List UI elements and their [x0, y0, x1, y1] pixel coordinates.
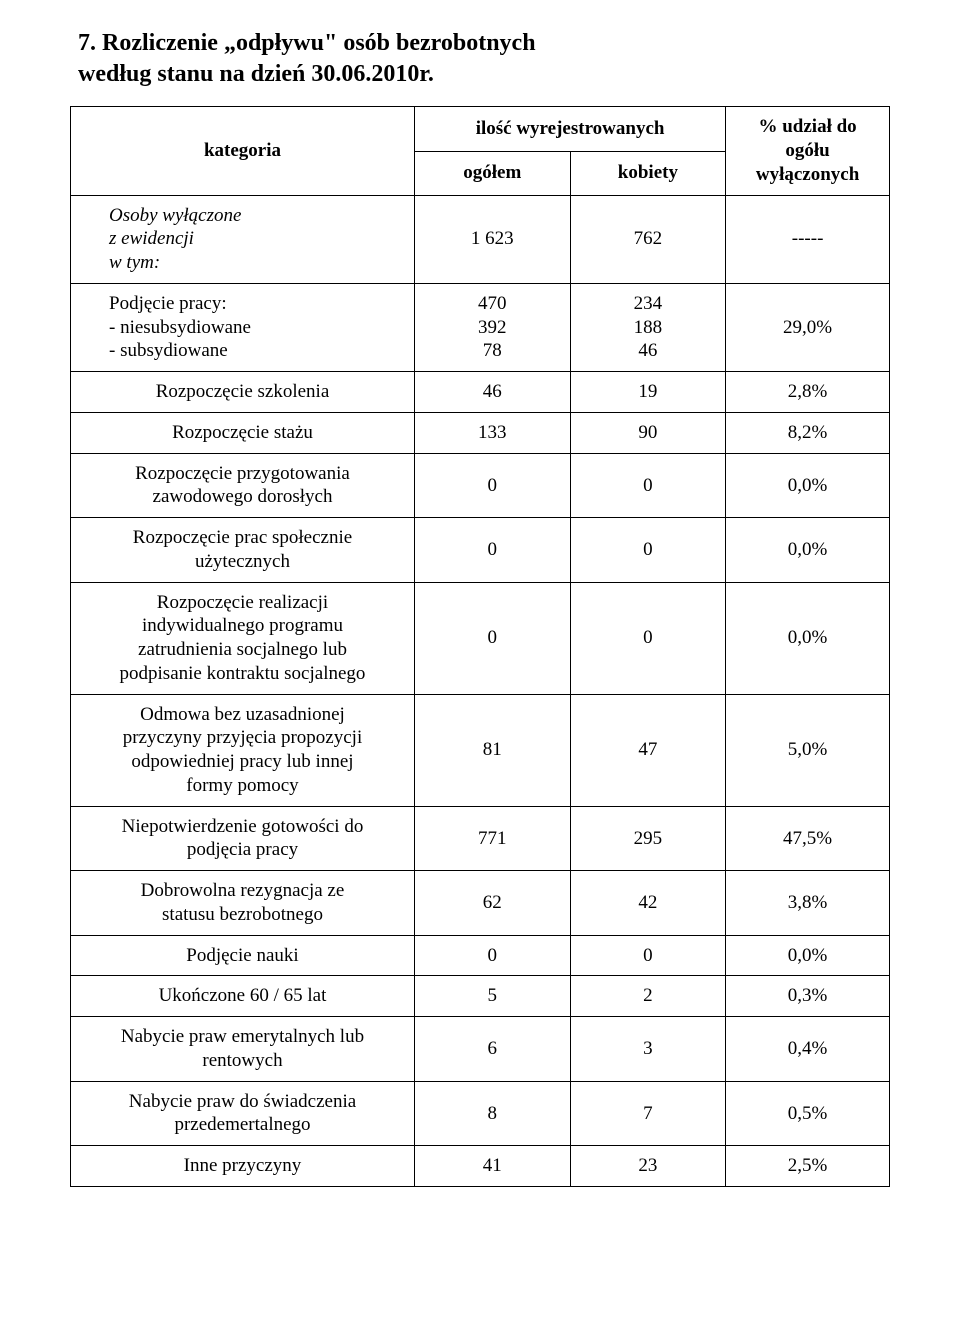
table-row: Dobrowolna rezygnacja ze statusu bezrobo… — [71, 871, 890, 936]
table-row: Podjęcie pracy: - niesubsydiowane - subs… — [71, 283, 890, 371]
page-title: 7. Rozliczenie „odpływu" osób bezrobotny… — [70, 28, 890, 90]
cell-kobiety: 234 188 46 — [570, 283, 726, 371]
cell-kobiety: 295 — [570, 806, 726, 871]
table-row: Rozpoczęcie przygotowania zawodowego dor… — [71, 453, 890, 518]
cell-udzial: 0,0% — [726, 453, 890, 518]
table-row: Ukończone 60 / 65 lat 5 2 0,3% — [71, 976, 890, 1017]
cell-ogolem: 8 — [414, 1081, 570, 1146]
cell-ogolem: 470 392 78 — [414, 283, 570, 371]
cell-udzial: 0,4% — [726, 1017, 890, 1082]
cell-ogolem: 771 — [414, 806, 570, 871]
header-ogolem: ogółem — [414, 151, 570, 195]
cell-kobiety: 90 — [570, 412, 726, 453]
table-row: Rozpoczęcie szkolenia 46 19 2,8% — [71, 372, 890, 413]
cell-ogolem: 62 — [414, 871, 570, 936]
row-label: Niepotwierdzenie gotowości do podjęcia p… — [71, 806, 415, 871]
cell-ogolem: 0 — [414, 935, 570, 976]
table-row: Rozpoczęcie stażu 133 90 8,2% — [71, 412, 890, 453]
cell-ogolem: 0 — [414, 453, 570, 518]
header-kategoria: kategoria — [71, 107, 415, 195]
row-label: Odmowa bez uzasadnionej przyczyny przyję… — [71, 694, 415, 806]
cell-udzial: 8,2% — [726, 412, 890, 453]
header-kobiety: kobiety — [570, 151, 726, 195]
cell-kobiety: 19 — [570, 372, 726, 413]
row-label: Nabycie praw emerytalnych lub rentowych — [71, 1017, 415, 1082]
table-row: Niepotwierdzenie gotowości do podjęcia p… — [71, 806, 890, 871]
row-label: Ukończone 60 / 65 lat — [71, 976, 415, 1017]
title-line1: 7. Rozliczenie „odpływu" osób bezrobotny… — [78, 30, 536, 56]
row-label: Rozpoczęcie prac społecznie użytecznych — [71, 518, 415, 583]
cell-udzial: 29,0% — [726, 283, 890, 371]
cell-kobiety: 42 — [570, 871, 726, 936]
row-label: Podjęcie pracy: - niesubsydiowane - subs… — [71, 283, 415, 371]
row-label-text: Osoby wyłączone z ewidencji w tym: — [81, 204, 404, 275]
header-udzial: % udział do ogółu wyłączonych — [726, 107, 890, 195]
row-label: Inne przyczyny — [71, 1146, 415, 1187]
row-label: Rozpoczęcie przygotowania zawodowego dor… — [71, 453, 415, 518]
cell-udzial: 0,0% — [726, 582, 890, 694]
cell-kobiety: 2 — [570, 976, 726, 1017]
row-label: Dobrowolna rezygnacja ze statusu bezrobo… — [71, 871, 415, 936]
cell-kobiety: 7 — [570, 1081, 726, 1146]
table-row: Nabycie praw do świadczenia przedemertal… — [71, 1081, 890, 1146]
table-row: Podjęcie nauki 0 0 0,0% — [71, 935, 890, 976]
cell-ogolem: 81 — [414, 694, 570, 806]
table-row: Osoby wyłączone z ewidencji w tym: 1 623… — [71, 195, 890, 283]
cell-ogolem: 6 — [414, 1017, 570, 1082]
title-line2: według stanu na dzień 30.06.2010r. — [78, 61, 434, 87]
cell-kobiety: 762 — [570, 195, 726, 283]
cell-ogolem: 133 — [414, 412, 570, 453]
table-row: Rozpoczęcie prac społecznie użytecznych … — [71, 518, 890, 583]
cell-ogolem: 46 — [414, 372, 570, 413]
cell-ogolem: 0 — [414, 582, 570, 694]
row-label: Rozpoczęcie szkolenia — [71, 372, 415, 413]
cell-kobiety: 0 — [570, 453, 726, 518]
row-label: Osoby wyłączone z ewidencji w tym: — [71, 195, 415, 283]
cell-udzial: 47,5% — [726, 806, 890, 871]
cell-ogolem: 5 — [414, 976, 570, 1017]
table-header-row: kategoria ilość wyrejestrowanych % udzia… — [71, 107, 890, 151]
cell-udzial: 0,5% — [726, 1081, 890, 1146]
cell-udzial: 0,0% — [726, 518, 890, 583]
cell-kobiety: 0 — [570, 582, 726, 694]
cell-kobiety: 23 — [570, 1146, 726, 1187]
cell-kobiety: 47 — [570, 694, 726, 806]
row-label: Rozpoczęcie stażu — [71, 412, 415, 453]
row-label: Rozpoczęcie realizacji indywidualnego pr… — [71, 582, 415, 694]
table-row: Inne przyczyny 41 23 2,5% — [71, 1146, 890, 1187]
cell-udzial: 2,5% — [726, 1146, 890, 1187]
outflow-table: kategoria ilość wyrejestrowanych % udzia… — [70, 106, 890, 1187]
row-label: Podjęcie nauki — [71, 935, 415, 976]
cell-kobiety: 0 — [570, 518, 726, 583]
cell-ogolem: 0 — [414, 518, 570, 583]
table-row: Rozpoczęcie realizacji indywidualnego pr… — [71, 582, 890, 694]
table-row: Nabycie praw emerytalnych lub rentowych … — [71, 1017, 890, 1082]
cell-ogolem: 41 — [414, 1146, 570, 1187]
cell-udzial: 0,3% — [726, 976, 890, 1017]
cell-kobiety: 3 — [570, 1017, 726, 1082]
row-label-text: Podjęcie pracy: - niesubsydiowane - subs… — [81, 292, 404, 363]
cell-udzial: 2,8% — [726, 372, 890, 413]
cell-udzial: 5,0% — [726, 694, 890, 806]
row-label: Nabycie praw do świadczenia przedemertal… — [71, 1081, 415, 1146]
cell-udzial: 0,0% — [726, 935, 890, 976]
table-row: Odmowa bez uzasadnionej przyczyny przyję… — [71, 694, 890, 806]
cell-ogolem: 1 623 — [414, 195, 570, 283]
header-ilosc: ilość wyrejestrowanych — [414, 107, 725, 151]
cell-kobiety: 0 — [570, 935, 726, 976]
cell-udzial: ----- — [726, 195, 890, 283]
cell-udzial: 3,8% — [726, 871, 890, 936]
